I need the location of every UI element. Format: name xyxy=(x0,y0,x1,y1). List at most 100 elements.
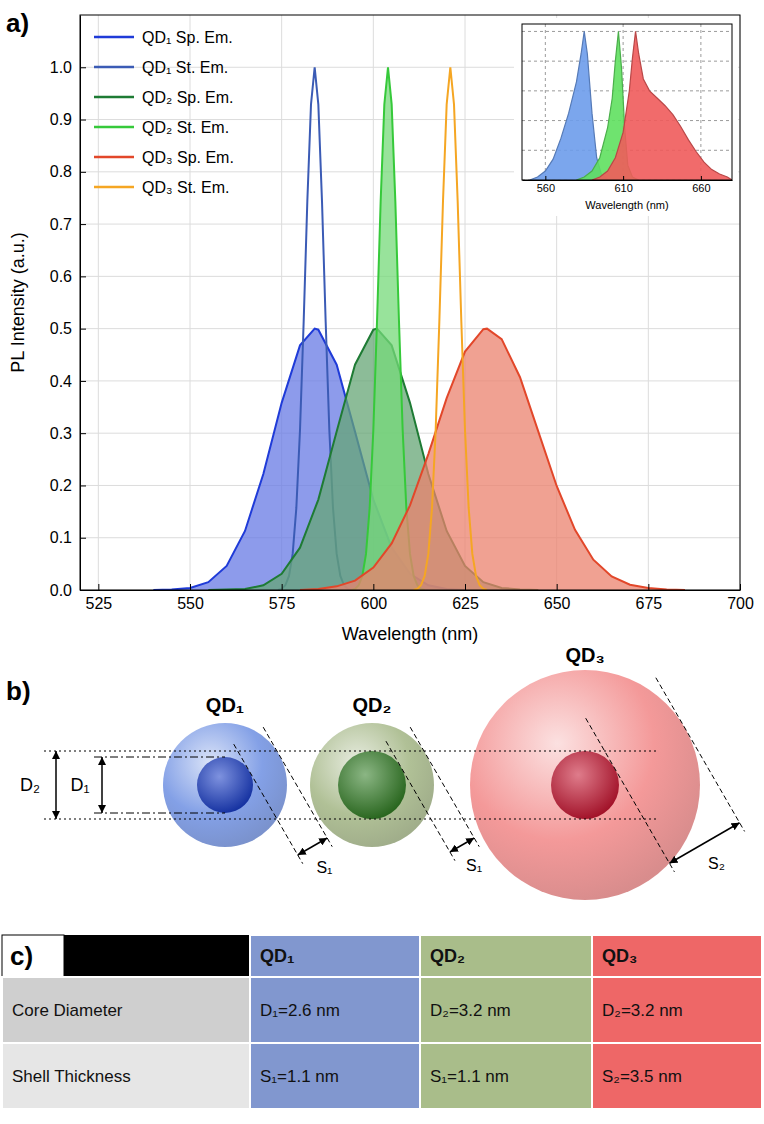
tick-mark xyxy=(648,584,649,590)
x-axis-title: Wavelength (nm) xyxy=(585,199,668,211)
shell-guide xyxy=(386,741,455,861)
line xyxy=(592,31,732,180)
tick-label: 0.8 xyxy=(50,163,72,180)
tick: 525 xyxy=(85,584,112,612)
legend-swatch xyxy=(94,36,134,39)
panel-label: a) xyxy=(6,8,29,38)
shell-guide xyxy=(586,718,675,872)
tick: 0.1 xyxy=(50,529,86,546)
table-cell xyxy=(64,935,250,977)
tick: 560 xyxy=(537,176,555,194)
tick-label: 0.5 xyxy=(50,320,72,337)
series-group xyxy=(530,31,732,180)
tick: 700 xyxy=(727,584,754,612)
shell-label: S₁ xyxy=(316,859,332,876)
table-cell xyxy=(2,935,64,977)
legend-entry: QD₃ St. Em. xyxy=(94,179,229,196)
core xyxy=(338,751,406,819)
core xyxy=(551,751,619,819)
plot-frame xyxy=(522,24,732,180)
shell-arrow xyxy=(669,823,739,864)
legend-label: QD₃ St. Em. xyxy=(142,179,229,196)
tick-label: 0.1 xyxy=(50,529,72,546)
table-cell xyxy=(2,977,250,1043)
line xyxy=(300,329,685,590)
grid-line-y xyxy=(80,328,740,329)
tick: 660 xyxy=(692,176,710,194)
tick-mark xyxy=(80,67,86,68)
figure: 5255505756006256506757000.00.10.20.30.40… xyxy=(0,0,764,1124)
tick-mark xyxy=(80,381,86,382)
grid-line-y xyxy=(80,380,740,381)
y-axis: 0.00.10.20.30.40.50.60.70.80.91.0 xyxy=(50,16,86,599)
tick-label: 650 xyxy=(544,595,571,612)
legend-label: QD₂ St. Em. xyxy=(142,119,229,136)
tick-mark xyxy=(465,584,466,590)
tick-mark xyxy=(80,485,86,486)
sphere-label: QD₁ xyxy=(206,694,244,716)
tick: 675 xyxy=(635,584,662,612)
tick: 575 xyxy=(269,584,296,612)
tick-mark xyxy=(98,584,99,590)
table: c)QD₁QD₂QD₃Core DiameterD₁=2.6 nmD₂=3.2 … xyxy=(2,935,762,1109)
table-cell xyxy=(420,977,592,1043)
tick: 0.8 xyxy=(50,163,86,180)
tick-mark xyxy=(80,120,86,121)
tick-label: 0.3 xyxy=(50,425,72,442)
grid-line-x xyxy=(98,15,99,590)
shell xyxy=(310,723,434,847)
diameter-guide xyxy=(94,757,225,758)
shell-arrow xyxy=(450,838,474,852)
tick-mark xyxy=(282,584,283,590)
tick-mark xyxy=(373,584,374,590)
table-value: S₂=3.5 nm xyxy=(602,1067,682,1086)
tick-label: 0.7 xyxy=(50,216,72,233)
tick-mark xyxy=(623,176,624,180)
table-header: QD₁ xyxy=(260,946,294,966)
shell-guide xyxy=(656,678,745,832)
tick-label: 525 xyxy=(85,595,112,612)
legend-entry: QD₃ Sp. Em. xyxy=(94,149,234,166)
grid xyxy=(522,24,732,180)
tick: 600 xyxy=(360,584,387,612)
table-cell xyxy=(250,1043,420,1109)
table-row-label: Shell Thickness xyxy=(12,1067,131,1086)
grid-line-y xyxy=(80,224,740,225)
tick-label: 600 xyxy=(360,595,387,612)
table-cell xyxy=(250,977,420,1043)
tick: 550 xyxy=(177,584,204,612)
core xyxy=(197,757,253,813)
tick: 625 xyxy=(452,584,479,612)
tick-label: 0.2 xyxy=(50,477,72,494)
panel-label: c) xyxy=(10,941,33,971)
table-cell xyxy=(2,1043,250,1109)
area xyxy=(592,31,732,180)
table-cell xyxy=(592,977,762,1043)
table-header: QD₃ xyxy=(602,946,637,966)
legend-entry: QD₁ Sp. Em. xyxy=(94,29,233,46)
legend-swatch xyxy=(94,66,134,69)
tick: 0.3 xyxy=(50,425,86,442)
tick-mark xyxy=(80,172,86,173)
sphere-label: QD₂ xyxy=(353,694,392,716)
grid xyxy=(80,15,740,590)
line xyxy=(530,31,608,180)
x-axis: 525 550 575 600 625 650 675 700 xyxy=(81,584,754,612)
shell-arrow xyxy=(298,838,327,855)
diameter-label: D₁ xyxy=(70,775,89,795)
diameter-arrow xyxy=(101,757,103,813)
legend-label: QD₃ Sp. Em. xyxy=(142,149,234,166)
tick-label: 675 xyxy=(635,595,662,612)
tick-label: 700 xyxy=(727,595,754,612)
tick-label: 575 xyxy=(269,595,296,612)
area xyxy=(530,31,608,180)
tick-label: 625 xyxy=(452,595,479,612)
diameter-guide xyxy=(94,813,225,814)
table-value: D₂=3.2 nm xyxy=(430,1001,511,1020)
tick-mark xyxy=(80,538,86,539)
tick-label: 0.6 xyxy=(50,268,72,285)
tick-label: 550 xyxy=(177,595,204,612)
tick-label: 0.0 xyxy=(50,582,72,599)
tick: 0.5 xyxy=(50,320,86,337)
legend-entry: QD₁ St. Em. xyxy=(94,59,228,76)
